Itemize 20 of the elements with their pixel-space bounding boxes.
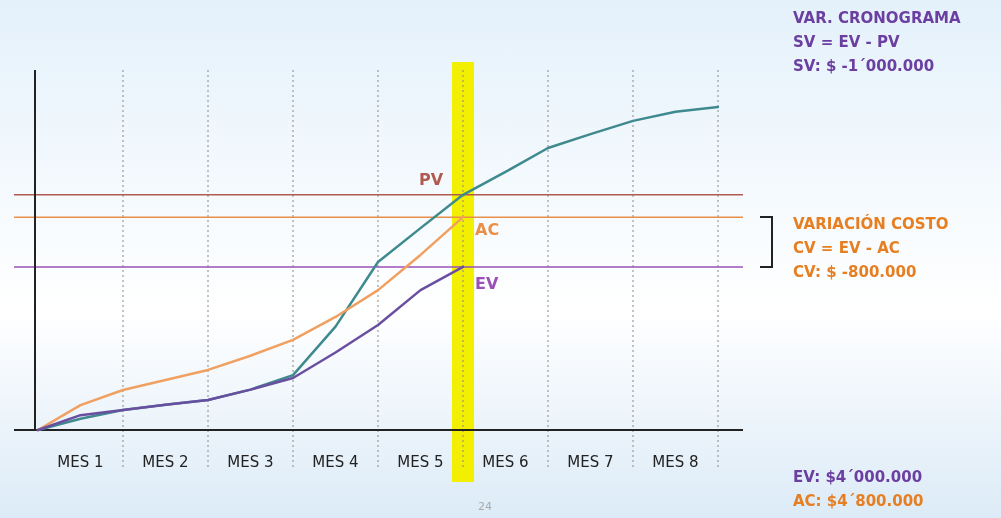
ref-line-label: AC [475, 220, 500, 240]
x-tick-label: MES 7 [567, 453, 614, 471]
x-tick-label: MES 3 [227, 453, 274, 471]
ref-line-label: EV [475, 273, 499, 293]
ref-line-label: PV [419, 169, 444, 189]
x-tick-label: MES 2 [142, 453, 189, 471]
text: 24 [478, 500, 492, 513]
text: SV = EV - PV [793, 33, 900, 51]
text: AC: $4´800.000 [793, 492, 924, 510]
text: EV: $4´000.000 [793, 468, 923, 486]
x-tick-label: MES 5 [397, 453, 444, 471]
text: SV: $ -1´000.000 [793, 57, 935, 75]
text: VAR. CRONOGRAMA [793, 9, 961, 27]
x-tick-label: MES 1 [57, 453, 104, 471]
x-tick-label: MES 8 [652, 453, 699, 471]
x-tick-label: MES 6 [482, 453, 529, 471]
text: CV = EV - AC [793, 239, 900, 257]
text: VARIACIÓN COSTO [793, 214, 949, 233]
x-tick-label: MES 4 [312, 453, 359, 471]
text: CV: $ -800.000 [793, 263, 917, 281]
